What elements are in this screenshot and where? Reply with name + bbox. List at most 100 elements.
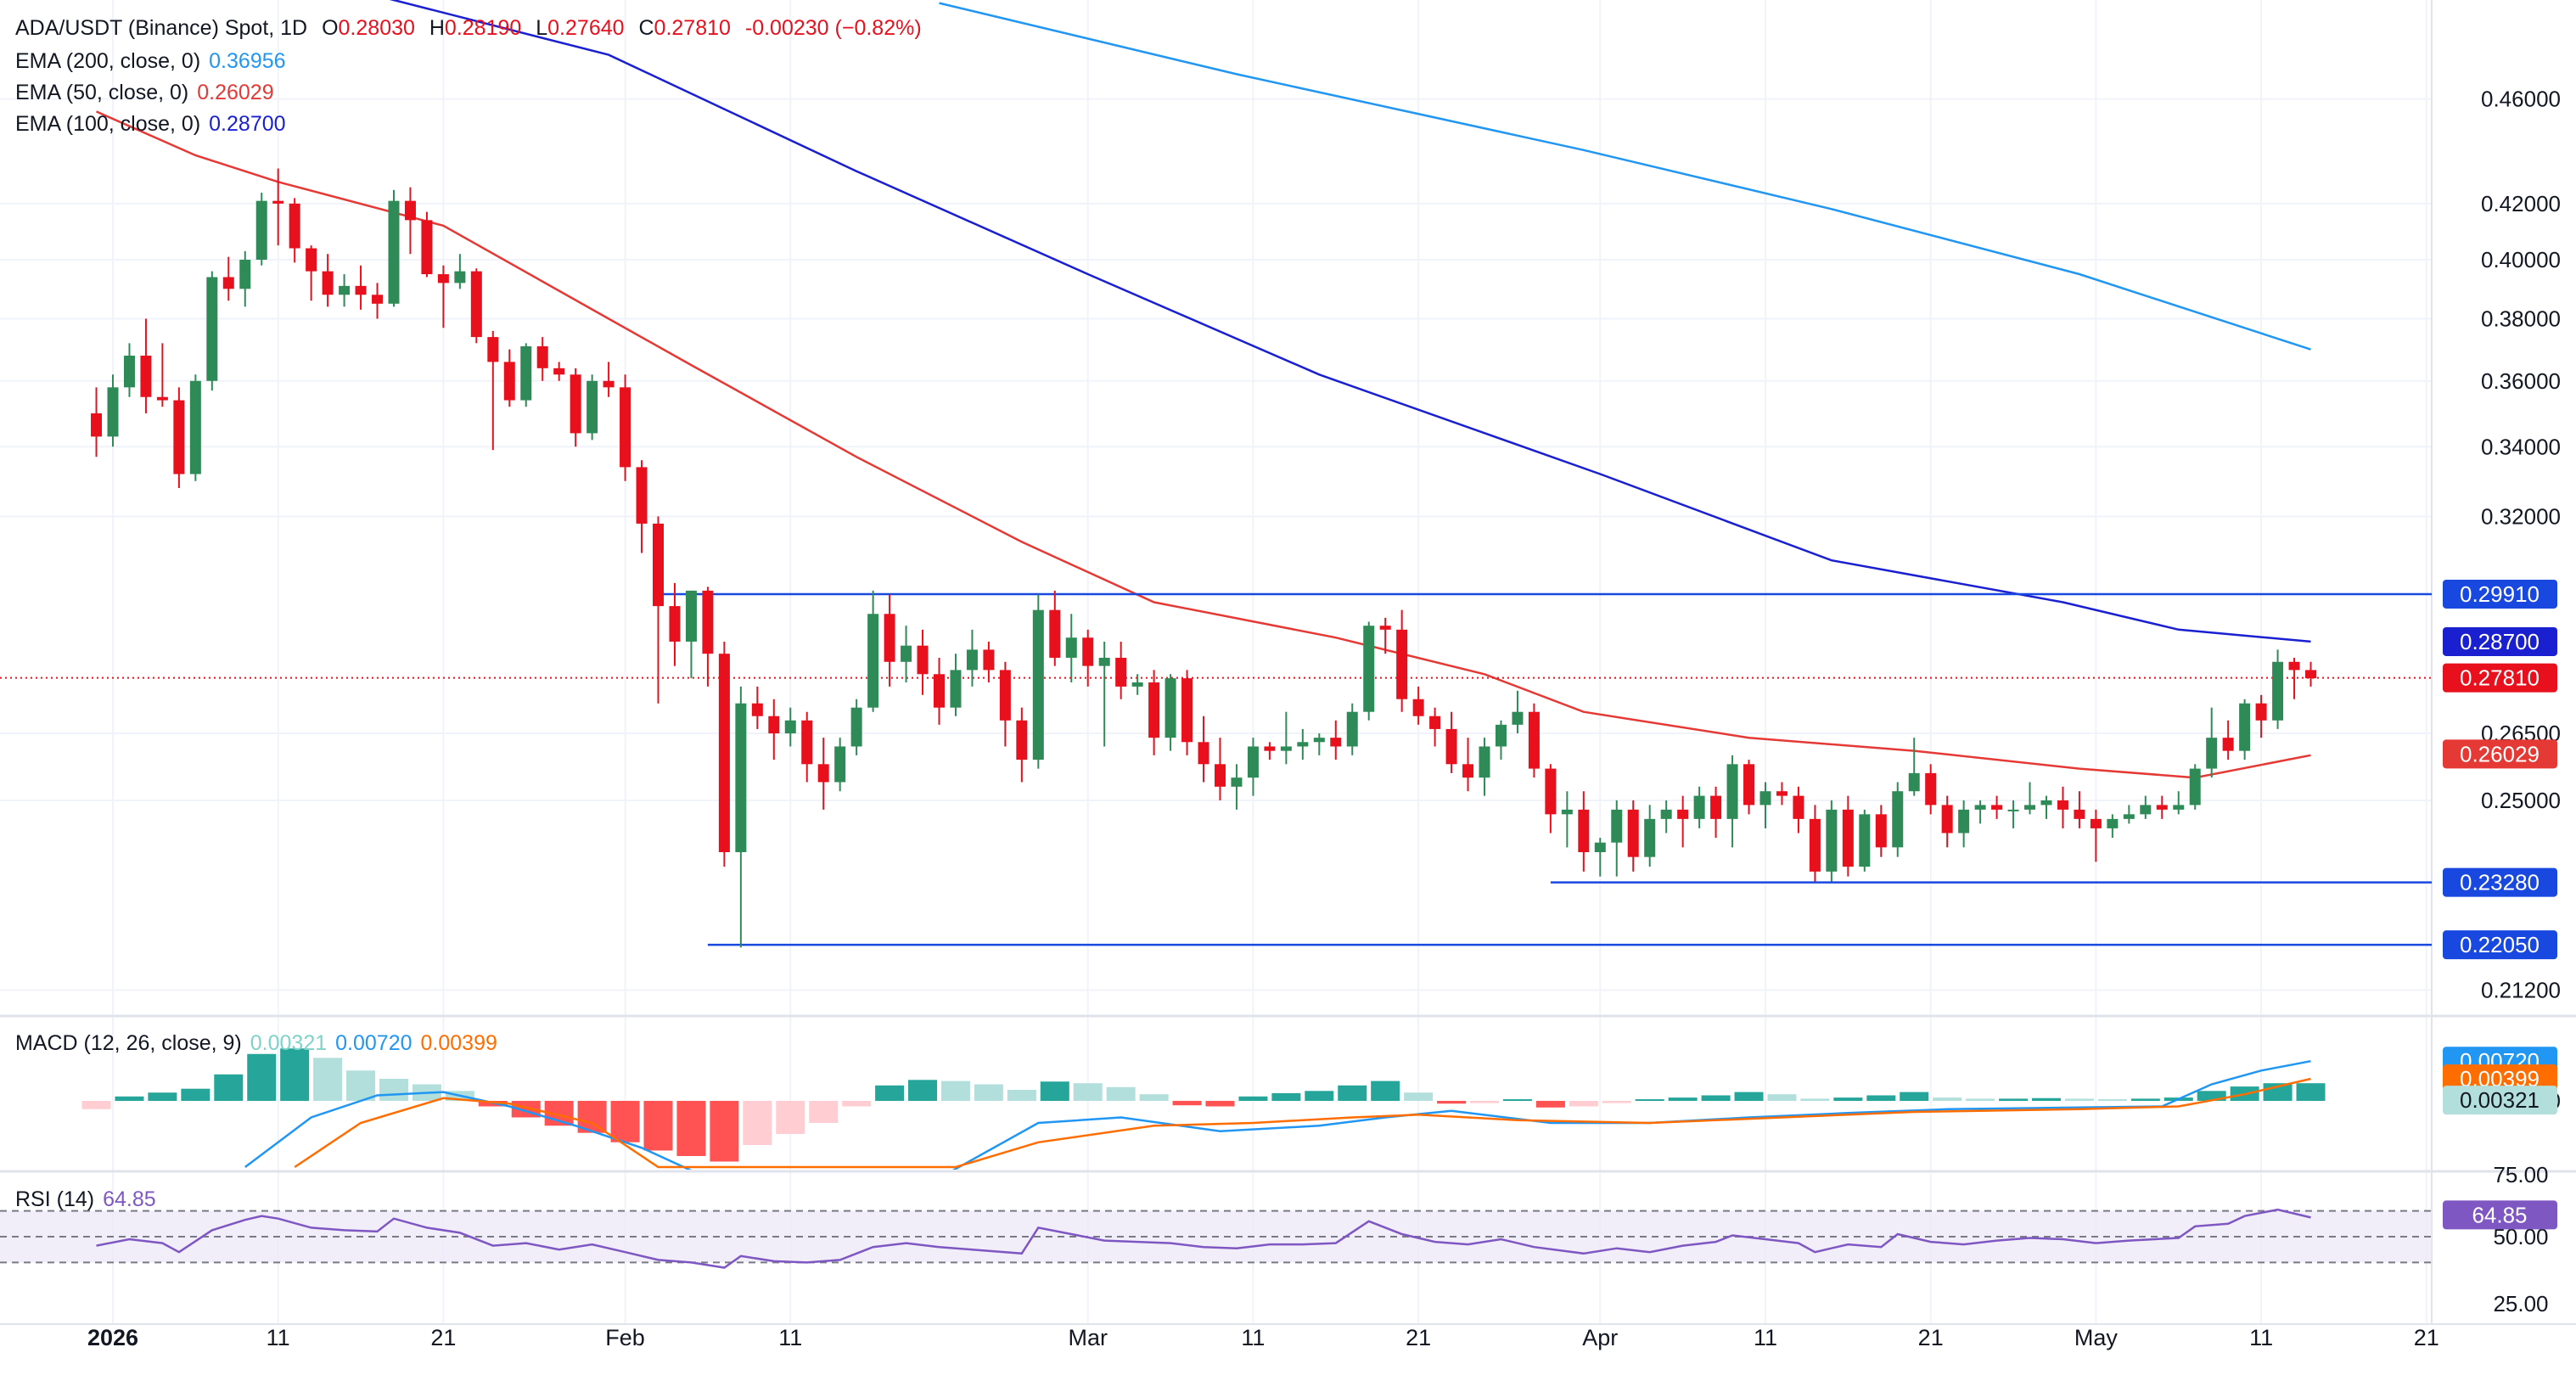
macd-histogram-bar <box>710 1101 739 1162</box>
date-tick-label: 21 <box>1406 1325 1431 1350</box>
candle <box>2074 791 2085 828</box>
macd-histogram-bar <box>280 1048 310 1101</box>
candle-body <box>850 707 862 747</box>
macd-legend[interactable]: MACD (12, 26, close, 9) 0.00321 0.00720 0.0… <box>15 1029 506 1058</box>
ema100-legend[interactable]: EMA (100, close, 0) 0.28700 <box>15 109 295 138</box>
macd-histogram-bar <box>1470 1101 1500 1103</box>
macd-histogram-bar <box>247 1053 277 1101</box>
rsi-legend[interactable]: RSI (14) 64.85 <box>15 1185 165 1214</box>
open-value: O0.28030 <box>322 16 415 40</box>
candle <box>1594 838 1606 877</box>
date-tick-label: 11 <box>1754 1325 1777 1350</box>
candle-body <box>553 368 565 375</box>
candle <box>1974 800 1986 824</box>
candle-body <box>1049 609 1061 658</box>
chart-header: ADA/USDT (Binance) Spot, 1D O0.28030 H0.… <box>15 14 930 42</box>
candle-body <box>570 374 581 434</box>
candle-body <box>239 260 251 289</box>
candle-body <box>1726 764 1738 819</box>
macd-histogram-bar <box>2130 1098 2160 1101</box>
ema50-legend[interactable]: EMA (50, close, 0) 0.26029 <box>15 78 283 107</box>
price-tick-label: 0.25000 <box>2481 788 2561 813</box>
candle <box>2040 795 2052 819</box>
level-price-label-bg <box>2443 930 2557 960</box>
candle <box>950 654 962 716</box>
candle-body <box>2090 818 2102 828</box>
rsi-line <box>96 1208 2311 1269</box>
candle-body <box>2123 814 2135 819</box>
price-label: 0.27810 <box>2460 665 2540 691</box>
macd-histogram-bar <box>974 1084 1003 1101</box>
ema200-legend[interactable]: EMA (200, close, 0) 0.36956 <box>15 47 295 76</box>
candle-body <box>685 590 697 642</box>
candle <box>801 711 813 783</box>
candle-body <box>1710 795 1722 819</box>
candle-body <box>1809 818 1821 872</box>
candle <box>999 661 1011 747</box>
macd-hist-label: 0.00321 <box>2460 1087 2540 1113</box>
candle-body <box>1429 716 1441 729</box>
candle <box>1743 760 1755 815</box>
candle <box>536 337 548 381</box>
macd-histogram-bar <box>1668 1097 1698 1101</box>
macd-histogram-bar <box>842 1101 872 1107</box>
macd-histogram-bar <box>1635 1099 1664 1102</box>
macd-histogram-bar <box>1999 1098 2029 1101</box>
candle-body <box>1016 720 1028 761</box>
candle <box>1198 716 1209 783</box>
macd-histogram-bar <box>1040 1081 1069 1101</box>
low-value: L0.27640 <box>536 16 625 40</box>
level-price-label: 0.23280 <box>2460 870 2540 895</box>
candle-body <box>718 654 730 852</box>
ema200-value: 0.36956 <box>209 49 286 73</box>
macd-histogram-bar <box>1205 1101 1235 1107</box>
candle-body <box>1032 609 1044 761</box>
candle <box>1131 674 1143 695</box>
candle-body <box>1131 682 1143 687</box>
candle <box>404 187 416 255</box>
macd-histogram-bar <box>181 1088 210 1101</box>
candle <box>1776 782 1787 805</box>
candle <box>586 374 598 441</box>
candle-body <box>1214 764 1226 787</box>
candle-body <box>2007 809 2019 811</box>
candle <box>272 168 284 246</box>
price-tick-label: 0.34000 <box>2481 434 2561 459</box>
macd-line <box>244 1059 2311 1170</box>
macd-histogram-bar <box>115 1096 144 1101</box>
candle <box>289 198 300 263</box>
candle-body <box>934 674 945 708</box>
rsi-value-label: 64.85 <box>2472 1202 2527 1227</box>
candle-body <box>1925 772 1937 805</box>
candle-body <box>1842 809 1854 867</box>
macd-lines <box>244 1059 2311 1170</box>
macd-histogram-bar <box>676 1101 706 1156</box>
candle-body <box>421 220 433 275</box>
candle-body <box>735 703 747 852</box>
candle <box>1495 720 1507 761</box>
candle-body <box>1528 711 1540 769</box>
candle <box>2255 694 2267 738</box>
candle-body <box>91 413 103 437</box>
candle <box>503 349 515 407</box>
macd-histogram-bar <box>1933 1097 1962 1101</box>
candle <box>784 707 796 747</box>
candle <box>718 641 730 867</box>
candle-body <box>884 614 895 662</box>
candle-body <box>817 764 829 783</box>
macd-histogram-bar <box>1139 1094 1169 1101</box>
symbol-title[interactable]: ADA/USDT (Binance) Spot, 1D <box>15 16 308 40</box>
candle <box>1875 805 1887 857</box>
date-tick-label: 11 <box>2249 1325 2273 1350</box>
candle-body <box>2156 805 2168 810</box>
macd-histogram-bar <box>1338 1085 1367 1101</box>
candle <box>2107 814 2119 839</box>
candle <box>1330 720 1342 761</box>
candle <box>1412 686 1424 725</box>
candle <box>388 189 400 307</box>
macd-histogram-bar <box>214 1074 244 1101</box>
candle <box>1611 800 1623 877</box>
candle-body <box>983 649 995 671</box>
